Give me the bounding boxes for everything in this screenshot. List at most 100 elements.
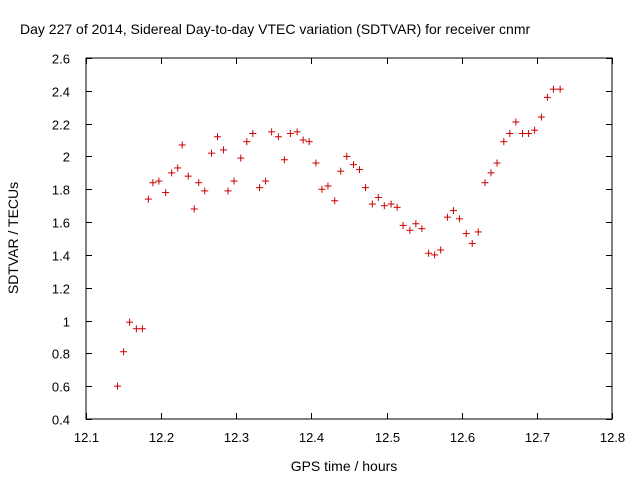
data-point (380, 202, 388, 210)
data-point (443, 213, 451, 221)
data-point (220, 146, 228, 154)
y-tick-label: 0.4 (52, 413, 70, 428)
data-point (249, 129, 257, 137)
data-point (299, 136, 307, 144)
data-point (126, 318, 134, 326)
data-point (493, 159, 501, 167)
data-point (256, 184, 264, 192)
data-point (462, 230, 470, 238)
data-point (268, 128, 276, 136)
data-point (412, 220, 420, 228)
data-point (474, 228, 482, 236)
data-point (195, 179, 203, 187)
y-tick-label: 2.2 (52, 118, 70, 133)
data-point (393, 203, 401, 211)
data-point (368, 200, 376, 208)
data-point (184, 172, 192, 180)
data-point (243, 138, 251, 146)
data-point (350, 161, 358, 169)
data-point (406, 226, 414, 234)
data-point (425, 249, 433, 257)
y-axis: 0.4 0.6 0.8 1 1.2 1.4 1.6 1.8 2 2.2 2.4 2.6 (52, 52, 612, 428)
data-point (149, 179, 157, 187)
data-point (519, 129, 527, 137)
data-point (431, 251, 439, 259)
data-point (120, 348, 128, 356)
data-point (500, 138, 508, 146)
y-tick-label: 0.8 (52, 347, 70, 362)
data-point (178, 141, 186, 149)
data-point (214, 133, 221, 141)
y-axis-label: SDTVAR / TECUs (5, 182, 21, 294)
data-point (305, 138, 313, 146)
x-tick-label: 12.1 (74, 430, 99, 445)
data-point (230, 177, 238, 185)
data-point (399, 221, 407, 229)
data-point (286, 129, 294, 137)
data-point (531, 126, 539, 134)
y-tick-label: 0.6 (52, 380, 70, 395)
data-point (224, 187, 232, 195)
data-point (362, 184, 370, 192)
data-point (356, 166, 364, 174)
data-point (343, 152, 351, 160)
data-point (168, 169, 176, 177)
data-point (481, 179, 489, 187)
data-point (455, 215, 463, 223)
data-point (437, 246, 445, 254)
plot-border (85, 57, 613, 420)
x-tick-label: 12.8 (600, 430, 625, 445)
data-point (556, 85, 564, 93)
x-tick-label: 12.7 (525, 430, 550, 445)
data-point (190, 205, 198, 213)
data-point (155, 177, 163, 185)
data-point (543, 93, 551, 101)
data-point (262, 177, 270, 185)
x-axis: 12.1 12.2 12.3 12.4 12.5 12.6 12.7 12.8 (74, 58, 625, 445)
chart-title: Day 227 of 2014, Sidereal Day-to-day VTE… (20, 21, 530, 37)
y-tick-label: 2.4 (52, 85, 70, 100)
data-point (525, 129, 533, 137)
data-point (468, 239, 476, 247)
data-point (237, 154, 245, 162)
y-tick-label: 2 (63, 150, 70, 165)
y-tick-label: 1.8 (52, 183, 70, 198)
data-point (293, 128, 301, 136)
data-point (418, 225, 426, 233)
data-point (331, 197, 339, 205)
data-point (138, 325, 146, 333)
data-point (174, 164, 182, 172)
data-point (487, 169, 495, 177)
x-tick-label: 12.5 (375, 430, 400, 445)
data-point (207, 149, 215, 157)
data-point (449, 207, 457, 215)
x-tick-label: 12.2 (149, 430, 174, 445)
y-tick-label: 1 (63, 315, 70, 330)
data-point (374, 193, 382, 201)
y-tick-label: 1.4 (52, 249, 70, 264)
data-point (114, 382, 122, 390)
data-point (337, 167, 345, 175)
data-point (506, 129, 514, 137)
data-point (132, 325, 140, 333)
data-point (318, 185, 326, 193)
x-axis-label: GPS time / hours (291, 458, 398, 474)
data-points (114, 85, 564, 390)
data-point (387, 200, 395, 208)
data-point (280, 156, 288, 164)
x-tick-label: 12.6 (450, 430, 475, 445)
y-tick-label: 1.2 (52, 282, 70, 297)
data-point (274, 133, 282, 141)
x-tick-label: 12.4 (299, 430, 324, 445)
data-point (549, 85, 557, 93)
y-tick-label: 2.6 (52, 52, 70, 67)
data-point (537, 113, 545, 121)
data-point (201, 187, 209, 195)
data-point (162, 189, 170, 197)
data-point (144, 195, 152, 203)
x-tick-label: 12.3 (224, 430, 249, 445)
y-tick-label: 1.6 (52, 216, 70, 231)
data-point (512, 118, 520, 126)
plot-frame (85, 57, 613, 420)
